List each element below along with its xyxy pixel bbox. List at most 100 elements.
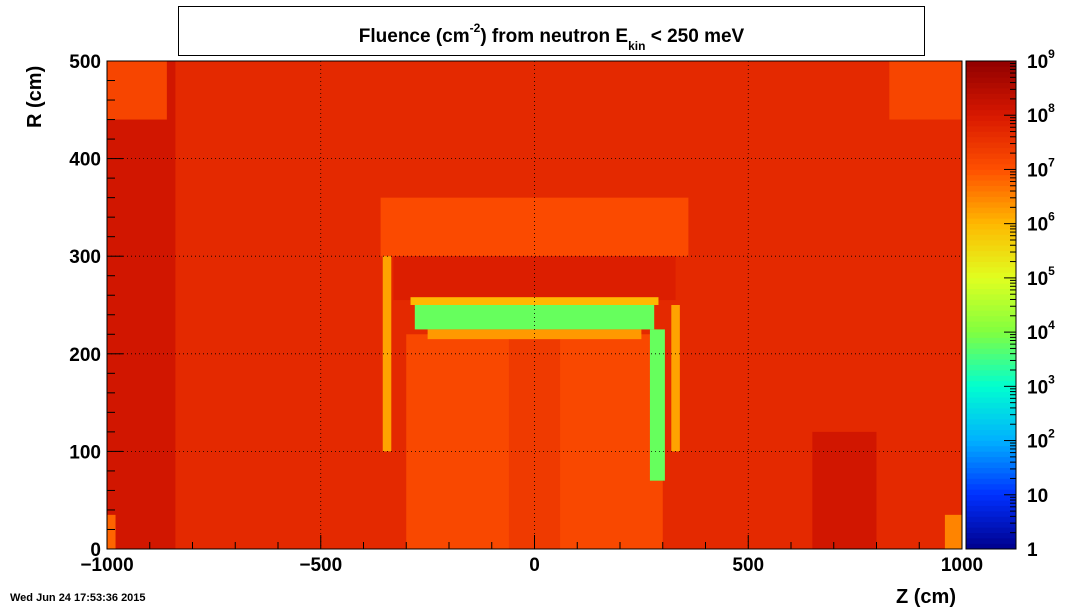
colorbar-segment — [966, 120, 1016, 127]
colorbar-segment — [966, 478, 1016, 485]
colorbar-segment — [966, 342, 1016, 349]
colorbar-segment — [966, 136, 1016, 143]
colorbar-segment — [966, 288, 1016, 295]
heatmap-region-inner-red-cavity — [393, 256, 676, 301]
colorbar-segment — [966, 185, 1016, 192]
y-tick-label: 100 — [69, 442, 101, 463]
colorbar-tick-label: 1 — [1027, 540, 1038, 561]
colorbar-segment — [966, 71, 1016, 78]
colorbar-segment — [966, 434, 1016, 441]
colorbar-segment — [966, 98, 1016, 105]
colorbar-segment — [966, 537, 1016, 544]
colorbar-tick-label: 106 — [1027, 210, 1055, 236]
colorbar-segment — [966, 451, 1016, 458]
title-prefix: Fluence (cm — [358, 26, 470, 47]
colorbar-segment — [966, 375, 1016, 382]
colorbar-segment — [966, 131, 1016, 138]
y-tick-label: 400 — [69, 150, 101, 171]
colorbar-segment — [966, 326, 1016, 333]
colorbar-segment — [966, 87, 1016, 94]
timestamp: Wed Jun 24 17:53:36 2015 — [10, 592, 146, 604]
colorbar-segment — [966, 505, 1016, 512]
colorbar-segment — [966, 527, 1016, 534]
heatmap-region-right-corner-top — [889, 61, 962, 120]
colorbar-segment — [966, 396, 1016, 403]
colorbar-tick-label: 105 — [1027, 264, 1055, 290]
colorbar-segment — [966, 456, 1016, 463]
colorbar-segment — [966, 304, 1016, 311]
colorbar-segment — [966, 315, 1016, 322]
colorbar-segment — [966, 179, 1016, 187]
y-tick-label: 0 — [90, 540, 101, 561]
colorbar-segment — [966, 245, 1016, 252]
colorbar-segment — [966, 353, 1016, 360]
heatmap-region-right-dark-spot — [812, 431, 877, 549]
colorbar-segment — [966, 472, 1016, 479]
colorbar-segment — [966, 310, 1016, 317]
colorbar-segment — [966, 82, 1016, 89]
colorbar-segment — [966, 109, 1016, 116]
heatmap-region-right-cavity — [649, 329, 665, 481]
colorbar-segment — [966, 358, 1016, 365]
colorbar-segment — [966, 228, 1016, 235]
colorbar-segment — [966, 510, 1016, 517]
colorbar-segment — [966, 223, 1016, 230]
colorbar-segment — [966, 402, 1016, 409]
colorbar-segment — [966, 483, 1016, 490]
heatmap-region-upper-detector-shell — [380, 197, 689, 257]
colorbar-segment — [966, 391, 1016, 398]
colorbar-segment — [966, 60, 1016, 67]
colorbar-segment — [966, 76, 1016, 83]
colorbar-segment — [966, 158, 1016, 165]
y-axis-label: R (cm) — [24, 65, 46, 128]
title-middle: ) from neutron E — [480, 26, 629, 47]
colorbar-segment — [966, 348, 1016, 355]
colorbar-segment — [966, 516, 1016, 523]
colorbar-segment — [966, 125, 1016, 132]
heatmap-region-right-corner-bottom — [944, 514, 962, 549]
colorbar-segment — [966, 104, 1016, 111]
colorbar-segment — [966, 445, 1016, 452]
colorbar-segment — [966, 93, 1016, 100]
colorbar-segment — [966, 467, 1016, 474]
colorbar-segment — [966, 320, 1016, 327]
colorbar-tick-label: 102 — [1027, 427, 1055, 453]
x-tick-label: 500 — [732, 555, 764, 576]
colorbar-segment — [966, 217, 1016, 224]
colorbar-segment — [966, 190, 1016, 197]
title-box: Fluence (cm-2) from neutron Ekin < 250 m… — [178, 6, 925, 56]
colorbar-segment — [966, 440, 1016, 447]
colorbar-segment — [966, 521, 1016, 528]
chart-title: Fluence (cm-2) from neutron Ekin < 250 m… — [179, 21, 924, 53]
colorbar-segment — [966, 277, 1016, 284]
colorbar-tick-label: 10 — [1027, 486, 1048, 507]
x-tick-label: 1000 — [941, 555, 983, 576]
colorbar-segment — [966, 543, 1016, 550]
colorbar-segment — [966, 66, 1016, 73]
colorbar-segment — [966, 293, 1016, 300]
x-axis: −1000 −500 0 500 1000 — [80, 535, 983, 576]
y-axis: 0 100 200 300 400 500 — [69, 52, 123, 561]
colorbar-segment — [966, 461, 1016, 468]
title-suffix: < 250 meV — [645, 26, 745, 47]
colorbar-tick-label: 103 — [1027, 372, 1055, 398]
colorbar-segment — [966, 489, 1016, 496]
colorbar-segment — [966, 532, 1016, 539]
colorbar-segment — [966, 494, 1016, 501]
colorbar-segment — [966, 413, 1016, 420]
colorbar-segment — [966, 152, 1016, 159]
colorbar-segment — [966, 364, 1016, 371]
colorbar-segment — [966, 196, 1016, 203]
colorbar-segment — [966, 380, 1016, 387]
colorbar-segment — [966, 169, 1016, 176]
heatmap-region-left-dark-band — [107, 61, 176, 549]
colorbar-segment — [966, 407, 1016, 414]
colorbar-segment — [966, 418, 1016, 425]
colorbar-tick-label: 108 — [1027, 101, 1055, 127]
colorbar-segment — [966, 272, 1016, 279]
heatmap-region-right-yellow-column — [671, 305, 680, 452]
y-tick-label: 200 — [69, 345, 101, 366]
colorbar-segment — [966, 250, 1016, 257]
colorbar-segment — [966, 201, 1016, 208]
